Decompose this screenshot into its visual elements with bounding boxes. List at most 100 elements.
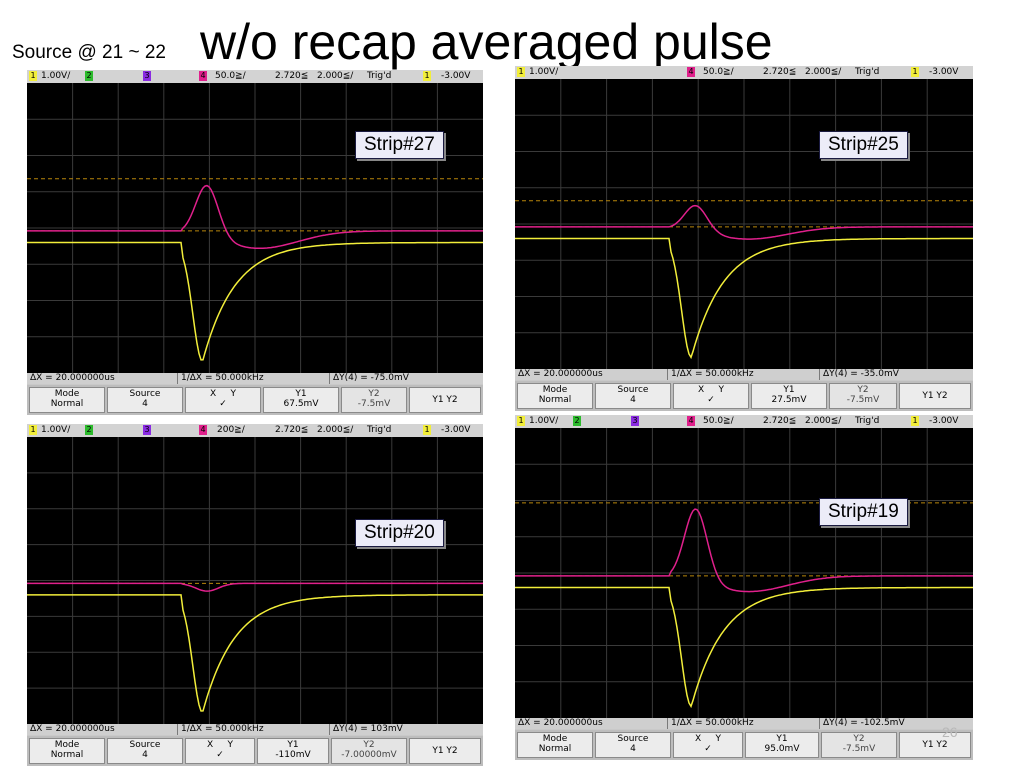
delay-value: 2.720≦ — [275, 425, 309, 435]
y1y2-softkey[interactable]: Y1 Y2 — [409, 387, 481, 413]
ch3-indicator[interactable]: 3 — [143, 425, 151, 435]
strip-label: Strip#25 — [819, 131, 908, 159]
mode-softkey[interactable]: Mode Normal — [29, 387, 105, 413]
trigger-level: -3.00V — [929, 416, 959, 426]
ch1-indicator[interactable]: 1 — [517, 416, 525, 426]
timebase-value: 2.000≦/ — [317, 425, 354, 435]
trigger-level: -3.00V — [441, 425, 471, 435]
scope-strip27: 1 1.00V/ 2 3 4 50.0≧/ 2.720≦ 2.000≦/ Tri… — [27, 70, 483, 415]
measurement-bar: ΔX = 20.000000us 1/ΔX = 50.000kHz ΔY(4) … — [27, 373, 483, 384]
xy-softkey[interactable]: X Y ✓ — [185, 387, 261, 413]
delta-y: ΔY(4) = 103mV — [329, 724, 403, 735]
ch4-scale: 50.0≧/ — [703, 67, 734, 77]
delta-y: ΔY(4) = -102.5mV — [819, 718, 905, 729]
trigger-status: Trig'd — [367, 425, 392, 435]
source-softkey[interactable]: Source 4 — [107, 738, 183, 764]
scope-status-bar: 1 1.00V/ 2 3 4 50.0≧/ 2.720≦ 2.000≦/ Tri… — [27, 70, 483, 83]
check-icon: ✓ — [219, 399, 227, 409]
page-number: 26 — [942, 724, 958, 740]
waveform-display[interactable]: Strip#27 — [27, 83, 483, 373]
ch4-trace — [27, 582, 483, 592]
ch1-scale: 1.00V/ — [41, 71, 71, 81]
ch1-indicator[interactable]: 1 — [517, 67, 525, 77]
strip-label: Strip#20 — [355, 519, 444, 547]
ch4-scale: 50.0≧/ — [215, 71, 246, 81]
softkey-bar: Mode Normal Source 4 X Y ✓ Y1 95.0mV Y2 -7.5m… — [515, 730, 973, 760]
ch4-indicator[interactable]: 4 — [199, 425, 207, 435]
y2-softkey[interactable]: Y2 -7.5mV — [821, 732, 897, 758]
waveform-display[interactable]: Strip#19 — [515, 428, 973, 718]
trigger-source: 1 — [911, 416, 919, 426]
check-icon: ✓ — [704, 744, 712, 754]
y1y2-softkey[interactable]: Y1 Y2 — [409, 738, 481, 764]
waveform-display[interactable]: Strip#25 — [515, 79, 973, 369]
softkey-bar: Mode Normal Source 4 X Y ✓ Y1 -110mV Y2 -7.00… — [27, 736, 483, 766]
ch2-indicator[interactable]: 2 — [573, 416, 581, 426]
timebase-value: 2.000≦/ — [317, 71, 354, 81]
mode-softkey[interactable]: Mode Normal — [29, 738, 105, 764]
scope-status-bar: 1 1.00V/ 4 50.0≧/ 2.720≦ 2.000≦/ Trig'd … — [515, 66, 973, 79]
ch4-indicator[interactable]: 4 — [687, 67, 695, 77]
y1-softkey[interactable]: Y1 95.0mV — [745, 732, 819, 758]
ch2-indicator[interactable]: 2 — [85, 71, 93, 81]
scope-strip25: 1 1.00V/ 4 50.0≧/ 2.720≦ 2.000≦/ Trig'd … — [515, 66, 973, 411]
ch4-trace — [515, 508, 973, 593]
slide-subtitle: Source @ 21 ~ 22 — [12, 42, 166, 63]
inverse-delta-x: 1/ΔX = 50.000kHz — [667, 718, 754, 729]
mode-softkey[interactable]: Mode Normal — [517, 383, 593, 409]
scope-strip20: 1 1.00V/ 2 3 4 200≧/ 2.720≦ 2.000≦/ Trig… — [27, 424, 483, 766]
y1-softkey[interactable]: Y1 67.5mV — [263, 387, 339, 413]
strip-label: Strip#27 — [355, 131, 444, 159]
y2-softkey[interactable]: Y2 -7.00000mV — [331, 738, 407, 764]
delay-value: 2.720≦ — [763, 67, 797, 77]
trigger-status: Trig'd — [855, 416, 880, 426]
y1-softkey[interactable]: Y1 -110mV — [257, 738, 329, 764]
ch4-scale: 200≧/ — [217, 425, 245, 435]
ch4-indicator[interactable]: 4 — [687, 416, 695, 426]
xy-softkey[interactable]: X Y ✓ — [673, 732, 743, 758]
delta-y: ΔY(4) = -75.0mV — [329, 373, 409, 384]
mode-softkey[interactable]: Mode Normal — [517, 732, 593, 758]
ch1-scale: 1.00V/ — [529, 416, 559, 426]
source-softkey[interactable]: Source 4 — [595, 732, 671, 758]
waveform-display[interactable]: Strip#20 — [27, 437, 483, 724]
ch2-indicator[interactable]: 2 — [85, 425, 93, 435]
slide-title: w/o recap averaged pulse — [200, 14, 773, 70]
ch3-indicator[interactable]: 3 — [143, 71, 151, 81]
y2-softkey[interactable]: Y2 -7.5mV — [341, 387, 407, 413]
trigger-source: 1 — [423, 425, 431, 435]
trigger-level: -3.00V — [929, 67, 959, 77]
y1y2-softkey[interactable]: Y1 Y2 — [899, 383, 971, 409]
ch4-indicator[interactable]: 4 — [199, 71, 207, 81]
check-icon: ✓ — [707, 395, 715, 405]
ch1-trace — [515, 586, 973, 709]
ch4-scale: 50.0≧/ — [703, 416, 734, 426]
ch1-indicator[interactable]: 1 — [29, 425, 37, 435]
timebase-value: 2.000≦/ — [805, 67, 842, 77]
xy-softkey[interactable]: X Y ✓ — [185, 738, 255, 764]
measurement-bar: ΔX = 20.000000us 1/ΔX = 50.000kHz ΔY(4) … — [27, 724, 483, 735]
y1-softkey[interactable]: Y1 27.5mV — [751, 383, 827, 409]
source-softkey[interactable]: Source 4 — [595, 383, 671, 409]
inverse-delta-x: 1/ΔX = 50.000kHz — [177, 724, 264, 735]
y2-softkey[interactable]: Y2 -7.5mV — [829, 383, 897, 409]
ch1-trace — [515, 237, 973, 360]
delta-x: ΔX = 20.000000us — [30, 724, 115, 734]
xy-softkey[interactable]: X Y ✓ — [673, 383, 749, 409]
delay-value: 2.720≦ — [763, 416, 797, 426]
source-softkey[interactable]: Source 4 — [107, 387, 183, 413]
ch4-trace — [515, 204, 973, 240]
delta-y: ΔY(4) = -35.0mV — [819, 369, 899, 380]
check-icon: ✓ — [216, 750, 224, 760]
ch1-indicator[interactable]: 1 — [29, 71, 37, 81]
timebase-value: 2.000≦/ — [805, 416, 842, 426]
delta-x: ΔX = 20.000000us — [30, 373, 115, 383]
scope-strip19: 1 1.00V/ 2 3 4 50.0≧/ 2.720≦ 2.000≦/ Tri… — [515, 415, 973, 760]
waveform-svg — [27, 83, 483, 373]
ch3-indicator[interactable]: 3 — [631, 416, 639, 426]
trigger-level: -3.00V — [441, 71, 471, 81]
measurement-bar: ΔX = 20.000000us 1/ΔX = 50.000kHz ΔY(4) … — [515, 718, 973, 729]
measurement-bar: ΔX = 20.000000us 1/ΔX = 50.000kHz ΔY(4) … — [515, 369, 973, 380]
trigger-status: Trig'd — [367, 71, 392, 81]
y1y2-softkey[interactable]: Y1 Y2 — [899, 732, 971, 758]
